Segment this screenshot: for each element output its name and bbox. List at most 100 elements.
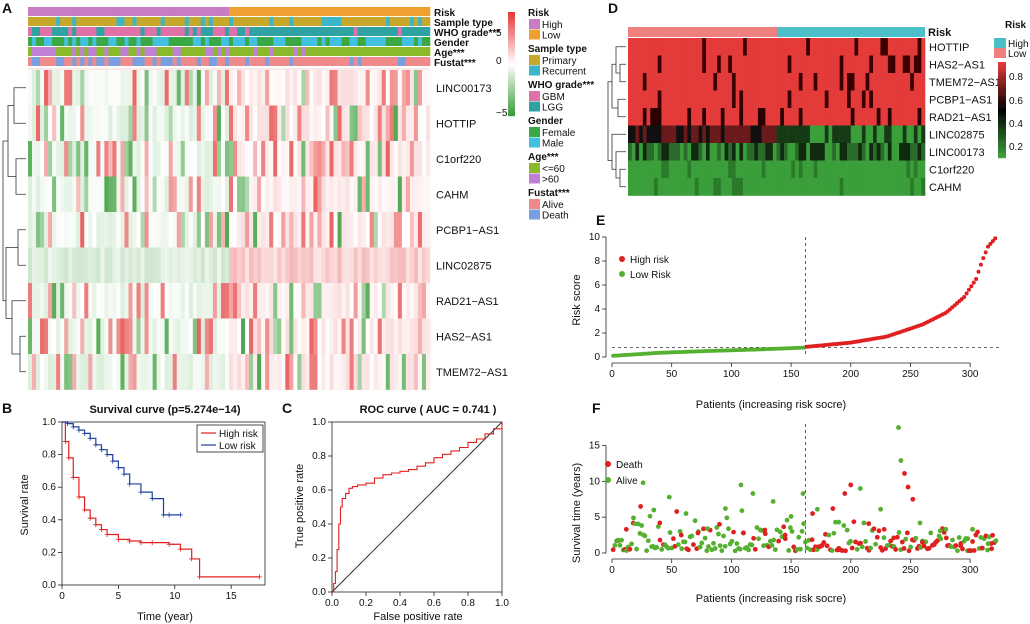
panel-a-heatmap-cell bbox=[237, 247, 242, 284]
panel-a-heatmap-cell bbox=[365, 318, 370, 355]
panel-a-heatmap-cell bbox=[32, 283, 37, 319]
panel-a-heatmap-cell bbox=[313, 176, 318, 213]
panel-a-annotation-cell bbox=[333, 57, 338, 66]
panel-a-legend-swatch bbox=[529, 127, 540, 137]
panel-a-heatmap-cell bbox=[289, 105, 294, 142]
panel-a-heatmap-cell bbox=[333, 212, 338, 248]
panel-a-heatmap-cell bbox=[273, 318, 278, 355]
panel-a-annotation-cell bbox=[241, 37, 246, 46]
panel-a-heatmap-cell bbox=[48, 283, 53, 319]
panel-f-point-alive bbox=[737, 546, 743, 552]
panel-a-annotation-cell bbox=[349, 37, 354, 46]
panel-d-heatmap-cell bbox=[880, 73, 885, 91]
panel-d-heatmap-cell bbox=[761, 90, 766, 109]
panel-a-annotation-cell bbox=[132, 47, 137, 56]
panel-a-heatmap-cell bbox=[156, 212, 161, 248]
panel-c-x-tick-label: 0.2 bbox=[359, 598, 373, 609]
panel-a-heatmap-cell bbox=[273, 141, 278, 177]
panel-a-heatmap-cell bbox=[172, 247, 178, 284]
panel-d-heatmap-cell bbox=[665, 125, 670, 144]
panel-a-heatmap-cell bbox=[220, 105, 226, 142]
panel-c-frame bbox=[331, 421, 503, 593]
panel-a-annotation-cell bbox=[52, 57, 57, 66]
panel-f-point-alive bbox=[826, 532, 832, 538]
panel-a-annotation-cell bbox=[325, 7, 330, 16]
panel-a-heatmap-cell bbox=[208, 105, 214, 142]
panel-a-annotation-cell bbox=[325, 27, 330, 36]
panel-a-heatmap-cell bbox=[164, 354, 169, 390]
panel-a-heatmap-cell bbox=[337, 176, 342, 213]
panel-a-annotation-cell bbox=[144, 37, 149, 46]
panel-d-heatmap-cell bbox=[631, 108, 636, 126]
panel-a-heatmap-cell bbox=[176, 212, 182, 248]
panel-a-heatmap-cell bbox=[233, 318, 238, 355]
panel-a-heatmap-cell bbox=[160, 318, 165, 355]
panel-a-heatmap-cell bbox=[357, 283, 362, 319]
panel-d-heatmap-cell bbox=[650, 108, 655, 126]
panel-a-annotation-cell bbox=[273, 37, 278, 46]
panel-a-heatmap-cell bbox=[28, 105, 33, 142]
panel-a-heatmap-cell bbox=[281, 70, 286, 106]
panel-a-annotation-cell bbox=[176, 57, 182, 66]
panel-a-annotation-cell bbox=[32, 27, 37, 36]
panel-a-heatmap-cell bbox=[425, 176, 431, 213]
panel-f-x-tick-label: 250 bbox=[902, 565, 919, 576]
panel-a-annotation-cell bbox=[100, 27, 105, 36]
panel-b-censor-mark bbox=[166, 512, 172, 518]
panel-d-heatmap-cell bbox=[854, 143, 859, 161]
panel-d: D Risk HOTTIPHAS2−AS1TMEM72−AS1PCBP1−AS1… bbox=[607, 0, 1029, 196]
panel-a-annotation-cell bbox=[164, 27, 169, 36]
panel-d-heatmap-cell bbox=[724, 108, 729, 126]
panel-b-censor-mark bbox=[177, 546, 183, 552]
panel-a-heatmap-cell bbox=[265, 70, 270, 106]
panel-d-heatmap-cell bbox=[824, 160, 829, 179]
panel-a-annotation-cell bbox=[417, 27, 423, 36]
panel-a-annotation-cell bbox=[297, 37, 302, 46]
panel-d-heatmap-cell bbox=[887, 125, 892, 144]
panel-d-heatmap-cell bbox=[720, 125, 725, 144]
panel-d-heatmap-cell bbox=[776, 178, 781, 196]
panel-d-heatmap-cell bbox=[795, 160, 800, 179]
panel-d-legend-item: Low bbox=[1008, 49, 1027, 60]
panel-a-heatmap-cell bbox=[216, 247, 222, 284]
panel-f-point-death bbox=[701, 526, 706, 532]
panel-d-heatmap-cell bbox=[895, 55, 900, 74]
panel-a-heatmap-cell bbox=[176, 70, 182, 106]
panel-d-heatmap-cell bbox=[873, 125, 878, 144]
panel-d-legend-item: High bbox=[1008, 39, 1029, 50]
panel-a-heatmap-cell bbox=[297, 247, 302, 284]
panel-a-annotation-cell bbox=[108, 47, 113, 56]
panel-a-heatmap-cell bbox=[409, 105, 415, 142]
panel-a-heatmap-cell bbox=[116, 70, 121, 106]
panel-a-annotation-cell bbox=[156, 57, 161, 66]
panel-e-point-high bbox=[966, 287, 971, 292]
panel-a-annotation-cell bbox=[124, 7, 129, 16]
panel-a-heatmap-cell bbox=[389, 176, 395, 213]
panel-a-heatmap-cell bbox=[261, 354, 266, 390]
panel-a-heatmap-cell bbox=[180, 247, 186, 284]
panel-a-annotation-cell bbox=[265, 7, 270, 16]
panel-a-heatmap-cell bbox=[96, 212, 101, 248]
panel-d-scale-swatch bbox=[998, 155, 1006, 159]
panel-a-heatmap-cell bbox=[293, 176, 298, 213]
panel-a-heatmap-cell bbox=[341, 283, 346, 319]
panel-a-annotation-cell bbox=[36, 57, 41, 66]
panel-d-heatmap-cell bbox=[787, 143, 792, 161]
panel-d-heatmap-cell bbox=[891, 73, 896, 91]
panel-d-heatmap-cell bbox=[858, 160, 863, 179]
panel-a-annotation-cell bbox=[120, 47, 125, 56]
panel-d-heatmap-cell bbox=[657, 38, 662, 56]
panel-a-annotation-cell bbox=[289, 57, 294, 66]
panel-a-heatmap-cell bbox=[321, 247, 326, 284]
panel-b: B Survival curve (p=5.274e−14) 0 5 10 150.0… bbox=[2, 400, 266, 623]
panel-a-heatmap-cell bbox=[321, 176, 326, 213]
panel-a-annotation-cell bbox=[237, 17, 242, 26]
panel-a-annotation-cell bbox=[237, 57, 242, 66]
panel-a-heatmap-cell bbox=[32, 247, 37, 284]
panel-d-heatmap-cell bbox=[628, 38, 633, 56]
panel-d-heatmap-cell bbox=[724, 38, 729, 56]
panel-d-heatmap-cell bbox=[795, 90, 800, 109]
panel-a-heatmap-cell bbox=[100, 354, 105, 390]
panel-b-curve-low-risk bbox=[62, 421, 181, 516]
panel-d-heatmap-cell bbox=[750, 73, 755, 91]
